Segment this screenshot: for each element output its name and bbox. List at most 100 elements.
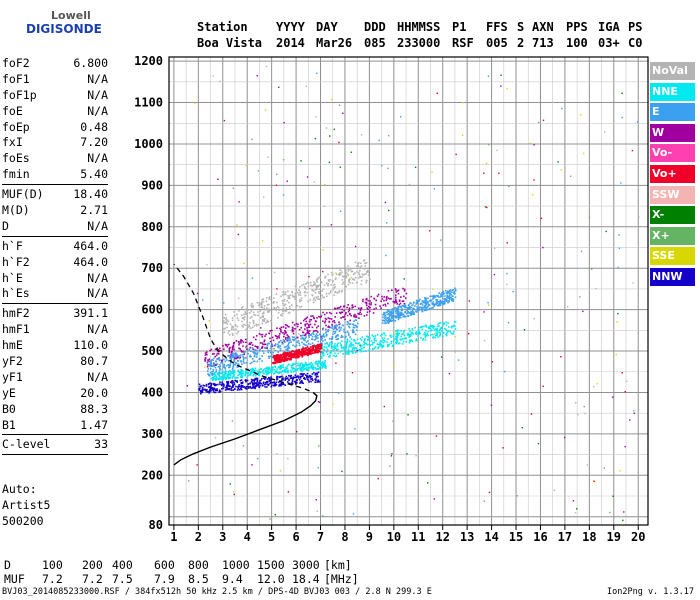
- echo-point: [214, 377, 216, 380]
- echo-point: [367, 337, 370, 339]
- echo-point: [226, 359, 228, 361]
- echo-point: [437, 336, 440, 338]
- echo-point: [240, 369, 243, 371]
- echo-point: [351, 344, 353, 346]
- echo-point: [352, 326, 355, 329]
- noise-point: [276, 453, 278, 455]
- echo-point: [229, 370, 231, 372]
- noise-point: [231, 369, 234, 372]
- echo-point: [228, 366, 230, 369]
- echo-point: [297, 349, 300, 352]
- echo-point: [248, 349, 250, 351]
- echo-point: [314, 323, 316, 326]
- echo-point: [376, 343, 379, 345]
- echo-point: [334, 321, 336, 324]
- echo-point: [277, 356, 279, 359]
- echo-point: [238, 347, 240, 350]
- noise-point: [350, 276, 352, 279]
- echo-point: [222, 344, 224, 347]
- echo-point: [386, 317, 388, 319]
- noise-point: [523, 328, 526, 331]
- echo-point: [233, 314, 236, 317]
- echo-point: [391, 319, 393, 322]
- echo-point: [290, 364, 293, 367]
- echo-point: [363, 339, 366, 341]
- echo-point: [233, 360, 236, 362]
- echo-point: [239, 385, 241, 388]
- echo-point: [268, 309, 271, 312]
- noise-point: [287, 491, 290, 493]
- echo-point: [405, 306, 407, 309]
- echo-point: [291, 380, 294, 382]
- echo-point: [327, 284, 329, 287]
- echo-point: [310, 366, 313, 368]
- echo-point: [294, 368, 296, 371]
- echo-point: [314, 350, 316, 352]
- echo-point: [290, 358, 292, 361]
- echo-point: [239, 354, 242, 356]
- echo-point: [244, 374, 247, 377]
- echo-point: [215, 354, 218, 357]
- echo-point: [353, 279, 356, 281]
- echo-point: [279, 368, 281, 371]
- echo-point: [241, 324, 243, 327]
- echo-point: [261, 301, 263, 304]
- muf-f-cell: 18.4: [292, 572, 320, 586]
- echo-point: [287, 290, 289, 293]
- echo-point: [209, 371, 212, 374]
- echo-point: [313, 283, 315, 286]
- echo-point: [345, 285, 348, 288]
- echo-point: [232, 346, 235, 348]
- echo-point: [447, 326, 450, 328]
- echo-point: [410, 306, 412, 309]
- echo-point: [205, 390, 207, 392]
- echo-point: [213, 373, 216, 376]
- echo-point: [367, 305, 370, 308]
- echo-point: [296, 341, 299, 343]
- echo-point: [216, 347, 219, 349]
- echo-point: [235, 352, 237, 354]
- echo-point: [415, 339, 417, 342]
- echo-point: [316, 344, 319, 347]
- echo-point: [250, 368, 253, 371]
- echo-point: [225, 318, 227, 321]
- echo-point: [277, 306, 280, 309]
- echo-point: [381, 295, 383, 298]
- echo-point: [440, 301, 443, 303]
- echo-point: [388, 315, 391, 318]
- echo-point: [246, 379, 249, 382]
- echo-point: [210, 389, 212, 392]
- echo-point: [307, 300, 310, 303]
- x-tick-label: 8: [341, 530, 348, 544]
- echo-point: [425, 303, 427, 305]
- noise-point: [506, 242, 508, 244]
- echo-point: [285, 327, 287, 329]
- echo-point: [243, 313, 245, 316]
- echo-point: [308, 323, 310, 326]
- echo-point: [281, 369, 284, 372]
- echo-point: [346, 352, 349, 355]
- echo-point: [308, 349, 311, 352]
- echo-point: [209, 349, 211, 352]
- echo-point: [309, 353, 311, 355]
- echo-point: [249, 362, 252, 365]
- echo-point: [282, 310, 284, 313]
- echo-point: [240, 386, 243, 389]
- echo-point: [279, 345, 282, 347]
- echo-point: [288, 311, 291, 314]
- echo-point: [222, 383, 225, 386]
- echo-point: [244, 379, 247, 382]
- echo-point: [305, 336, 307, 338]
- echo-point: [319, 343, 321, 346]
- echo-point: [363, 343, 365, 346]
- echo-point: [322, 333, 325, 335]
- echo-point: [315, 336, 317, 339]
- noise-point: [208, 319, 210, 322]
- param-row: h`E N/A: [2, 271, 108, 287]
- param-row: foF1p N/A: [2, 88, 108, 104]
- echo-point: [282, 356, 284, 359]
- noise-point: [431, 171, 433, 174]
- noise-point: [319, 401, 321, 403]
- echo-point: [312, 368, 315, 371]
- echo-point: [317, 298, 319, 300]
